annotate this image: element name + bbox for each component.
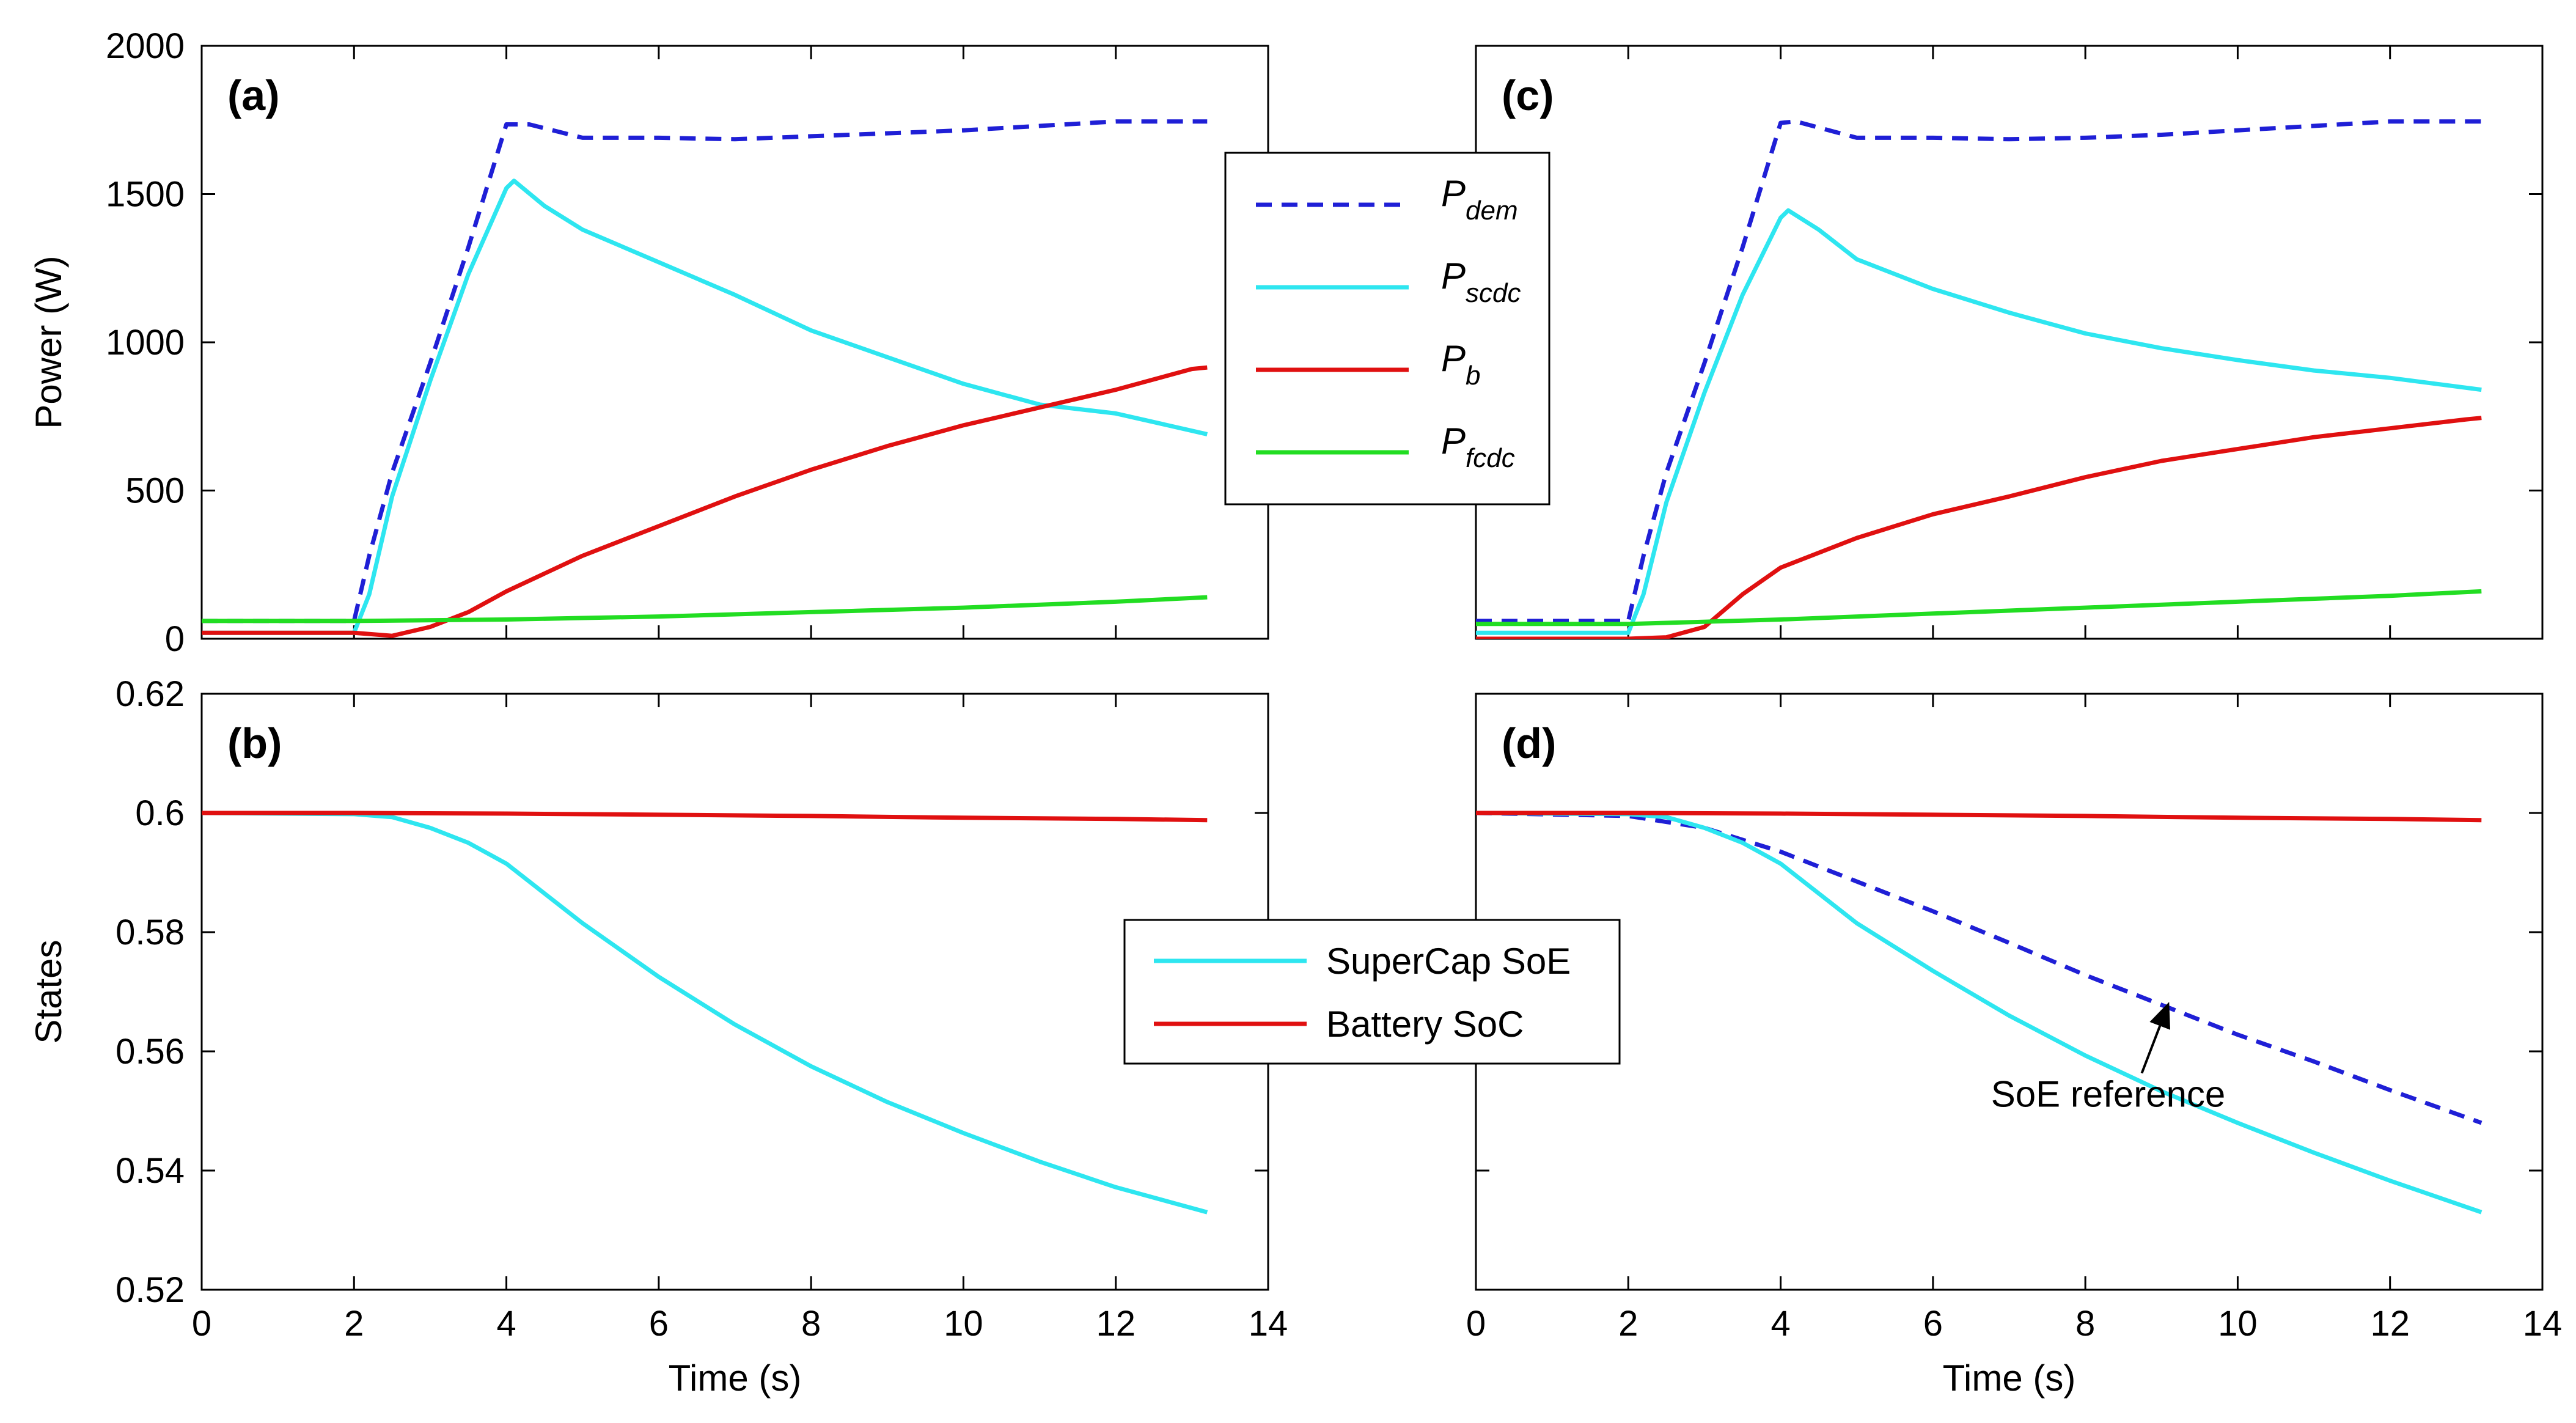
y-tick-label-b: 0.62 <box>116 674 185 714</box>
series-group-a <box>202 119 1208 638</box>
series-line-p-b-a <box>202 365 1208 638</box>
x-tick-label-b: 2 <box>344 1304 364 1344</box>
power-legend: Pdem Pscdc Pb Pfcdc <box>1224 152 1550 506</box>
axes-frame-b <box>200 693 1269 1291</box>
panel-label-c: (c) <box>1502 72 1554 119</box>
x-tick-label-b: 12 <box>1096 1304 1136 1344</box>
legend-label-p-fcdc: Pfcdc <box>1441 421 1515 473</box>
y-tick-label-b: 0.56 <box>116 1032 185 1072</box>
panel-b-states: 0 2 4 6 8 10 12 14 0.52 0.54 0.56 0.58 0.6 0.62 (b) Tim… <box>28 674 1288 1399</box>
y-tick-label-b: 0.6 <box>135 793 185 833</box>
legend-label-p-b: Pb <box>1441 338 1481 391</box>
y-tick-label-b: 0.54 <box>116 1151 185 1191</box>
y-tick-label-a: 0 <box>165 619 185 659</box>
axes-frame-c <box>1475 45 2544 640</box>
x-tick-label-d: 0 <box>1466 1304 1486 1344</box>
series-line-soe-reference-d <box>1476 811 2482 1125</box>
x-tick-label-b: 6 <box>649 1304 669 1344</box>
x-axis-label-d: Time (s) <box>1943 1358 2076 1399</box>
panel-label-a: (a) <box>227 72 280 119</box>
series-line-p-fcdc-a <box>202 595 1208 623</box>
series-line-p-scdc-a <box>202 178 1208 635</box>
series-group-b <box>202 811 1208 1215</box>
panel-a-power: 0 500 1000 1500 2000 (a) Power (W) <box>28 26 1269 659</box>
series-line-battery-soc-b <box>202 811 1208 823</box>
x-tick-label-b: 8 <box>801 1304 821 1344</box>
x-tick-label-d: 2 <box>1618 1304 1638 1344</box>
series-line-p-dem-a <box>202 119 1208 623</box>
x-tick-label-b: 14 <box>1249 1304 1288 1344</box>
y-tick-label-a: 2000 <box>106 26 185 66</box>
series-line-supercap-soe-d <box>1476 811 2482 1215</box>
x-tick-label-d: 12 <box>2370 1304 2410 1344</box>
power-legend-box <box>1224 152 1550 506</box>
y-axis-label-a: Power (W) <box>28 256 69 428</box>
y-tick-label-b: 0.58 <box>116 913 185 952</box>
x-tick-label-d: 4 <box>1771 1304 1790 1344</box>
series-group-c <box>1476 119 2482 639</box>
legend-label-p-dem: Pdem <box>1441 173 1518 226</box>
series-line-p-b-c <box>1476 416 2482 639</box>
legend-label-supercap-soe: SuperCap SoE <box>1326 941 1571 982</box>
axes-frame-d <box>1475 693 2544 1291</box>
y-tick-label-a: 1500 <box>106 175 185 215</box>
states-legend-box <box>1123 919 1621 1065</box>
axes-frame-a <box>200 45 1269 640</box>
series-line-battery-soc-d <box>1476 811 2482 823</box>
soe-reference-annotation: SoE reference <box>1991 1002 2226 1115</box>
series-line-supercap-soe-b <box>202 811 1208 1215</box>
x-tick-label-d: 6 <box>1923 1304 1943 1344</box>
y-tick-label-a: 500 <box>125 471 185 511</box>
series-line-p-fcdc-c <box>1476 589 2482 627</box>
panel-label-b: (b) <box>227 719 282 767</box>
x-tick-label-d: 14 <box>2523 1304 2563 1344</box>
panel-d-states: 0 2 4 6 8 10 12 14 (d) Time (s) <box>1466 693 2563 1399</box>
series-line-p-dem-c <box>1476 119 2482 623</box>
x-tick-label-b: 10 <box>944 1304 983 1344</box>
x-axis-label-b: Time (s) <box>669 1358 802 1399</box>
soe-reference-arrow <box>2140 1025 2162 1074</box>
x-tick-label-b: 0 <box>192 1304 211 1344</box>
panel-c-power: (c) <box>1475 45 2544 640</box>
states-legend: SuperCap SoE Battery SoC <box>1123 919 1621 1065</box>
soe-reference-label: SoE reference <box>1991 1074 2226 1115</box>
x-tick-label-b: 4 <box>496 1304 516 1344</box>
y-tick-label-b: 0.52 <box>116 1270 185 1310</box>
series-group-d <box>1476 811 2482 1215</box>
soe-reference-arrowhead <box>2149 1002 2171 1030</box>
legend-label-battery-soc: Battery SoC <box>1326 1004 1524 1045</box>
series-line-p-scdc-c <box>1476 208 2482 635</box>
y-axis-label-b: States <box>28 939 69 1043</box>
y-tick-label-a: 1000 <box>106 323 185 362</box>
panel-label-d: (d) <box>1502 719 1556 767</box>
x-tick-label-d: 8 <box>2075 1304 2095 1344</box>
x-tick-label-d: 10 <box>2218 1304 2258 1344</box>
legend-label-p-scdc: Pscdc <box>1441 256 1521 308</box>
